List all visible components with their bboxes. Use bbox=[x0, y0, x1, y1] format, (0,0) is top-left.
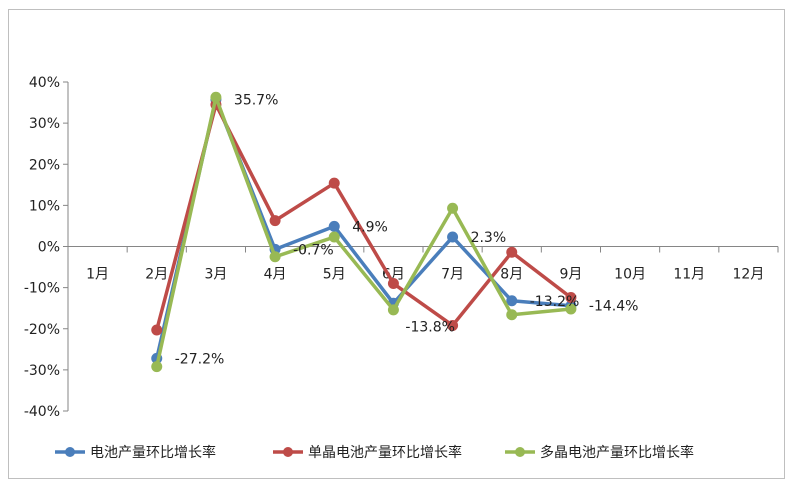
data-point-1 bbox=[151, 324, 163, 336]
data-point-1 bbox=[387, 278, 399, 290]
x-tick-label: 9月 bbox=[559, 267, 582, 283]
legend-marker-1 bbox=[283, 447, 293, 457]
data-point-2 bbox=[210, 91, 222, 103]
legend-marker-0 bbox=[65, 447, 75, 457]
y-tick-label: -10% bbox=[24, 281, 60, 297]
legend-label: 单晶电池产量环比增长率 bbox=[308, 444, 462, 461]
data-point-0 bbox=[506, 295, 518, 307]
data-label: 4.9% bbox=[352, 219, 388, 235]
data-label: -14.4% bbox=[589, 299, 639, 315]
data-point-1 bbox=[328, 177, 340, 189]
x-tick-label: 3月 bbox=[204, 267, 227, 283]
series-line-2 bbox=[155, 95, 572, 367]
data-label: -0.7% bbox=[293, 242, 334, 258]
data-label: 2.3% bbox=[471, 230, 507, 246]
data-point-2 bbox=[151, 361, 163, 373]
y-tick-label: 30% bbox=[29, 116, 60, 132]
x-tick-label: 1月 bbox=[86, 267, 109, 283]
data-label: 35.7% bbox=[234, 93, 278, 109]
y-tick-label: 0% bbox=[38, 240, 60, 256]
data-point-2 bbox=[387, 304, 399, 316]
data-point-2 bbox=[506, 309, 518, 321]
x-tick-label: 5月 bbox=[323, 267, 346, 283]
x-tick-label: 11月 bbox=[673, 267, 705, 283]
y-tick-label: -40% bbox=[24, 404, 60, 420]
legend-label: 电池产量环比增长率 bbox=[90, 444, 216, 461]
chart-frame bbox=[8, 9, 785, 479]
data-point-2 bbox=[565, 303, 577, 315]
data-point-2 bbox=[269, 251, 281, 263]
data-point-1 bbox=[447, 319, 459, 331]
legend-label: 多晶电池产量环比增长率 bbox=[540, 444, 694, 461]
data-point-2 bbox=[447, 202, 459, 214]
x-tick-label: 4月 bbox=[264, 267, 287, 283]
data-label: -13.8% bbox=[405, 319, 455, 335]
data-point-1 bbox=[506, 246, 518, 258]
data-point-1 bbox=[269, 215, 281, 227]
y-tick-label: 20% bbox=[29, 157, 60, 173]
x-tick-label: 2月 bbox=[145, 267, 168, 283]
y-tick-label: -20% bbox=[24, 322, 60, 338]
x-tick-label: 10月 bbox=[614, 267, 646, 283]
x-tick-label: 7月 bbox=[441, 267, 464, 283]
y-tick-label: -30% bbox=[24, 363, 60, 379]
legend-marker-2 bbox=[515, 447, 525, 457]
data-point-0 bbox=[447, 231, 459, 243]
x-tick-label: 12月 bbox=[733, 267, 765, 283]
data-label: -27.2% bbox=[175, 351, 225, 367]
data-point-0 bbox=[328, 220, 340, 232]
data-label: -13.2% bbox=[530, 294, 580, 310]
x-tick-label: 8月 bbox=[500, 267, 523, 283]
y-tick-label: 40% bbox=[29, 75, 60, 91]
data-point-1 bbox=[565, 291, 577, 303]
data-point-2 bbox=[328, 231, 340, 243]
y-tick-label: 10% bbox=[29, 198, 60, 214]
